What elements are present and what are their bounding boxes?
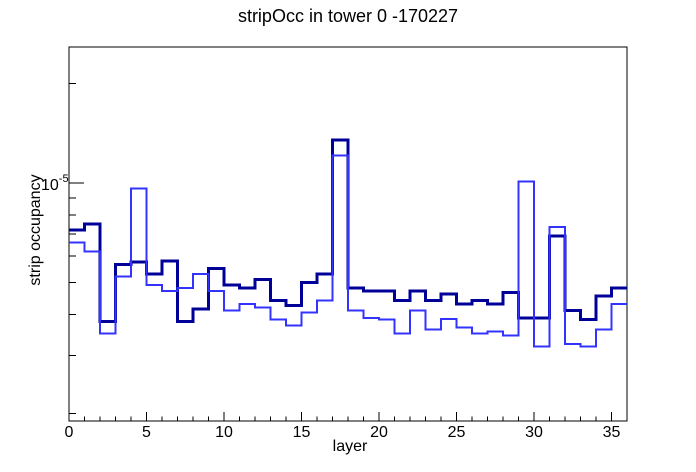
y-tick-label-exponent: -5	[59, 173, 69, 185]
y-tick-label-base: 10	[41, 177, 59, 194]
y-axis-title: strip occupancy	[27, 174, 44, 285]
histogram-dark-thick	[69, 138, 627, 324]
x-tick-label: 15	[293, 424, 311, 441]
x-tick-label: 10	[215, 424, 233, 441]
x-tick-label: 0	[65, 424, 74, 441]
x-tick-label: 35	[603, 424, 621, 441]
x-tick-label: 25	[448, 424, 466, 441]
chart-title: stripOcc in tower 0 -170227	[238, 6, 458, 26]
x-tick-label: 30	[525, 424, 543, 441]
x-tick-label: 5	[142, 424, 151, 441]
x-axis-title: layer	[333, 438, 368, 455]
x-tick-label: 20	[370, 424, 388, 441]
histogram-bright-thin	[69, 154, 627, 348]
y-major-tick-label: 10-5	[41, 173, 69, 194]
plot-area: 0 5 10 15 20 25 30 35	[65, 46, 628, 441]
